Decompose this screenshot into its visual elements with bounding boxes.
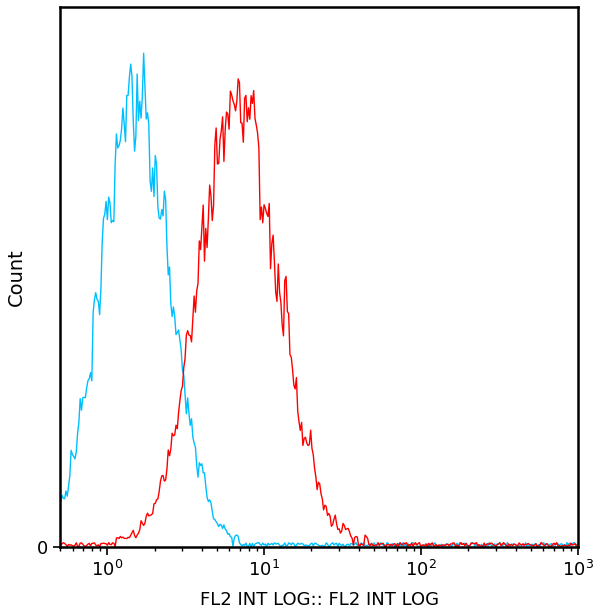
X-axis label: FL2 INT LOG:: FL2 INT LOG: FL2 INT LOG:: FL2 INT LOG xyxy=(200,591,439,609)
Y-axis label: Count: Count xyxy=(7,248,26,306)
